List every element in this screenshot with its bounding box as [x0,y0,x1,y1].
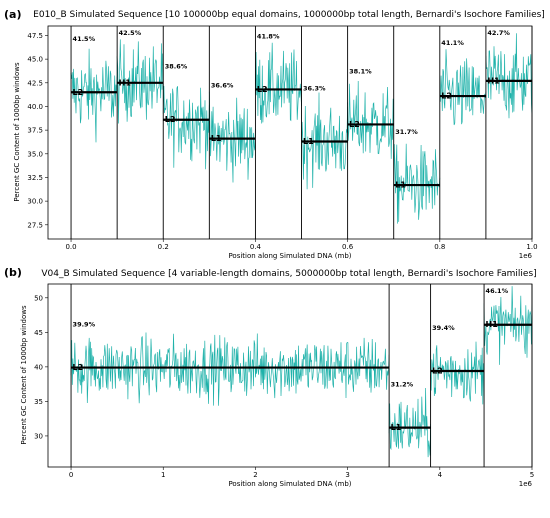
a-family-label-domain-3: L2 [165,115,176,124]
a-y-tick-label: 37.5 [27,127,43,135]
b-x-tick-label: 5 [530,471,534,479]
b-y-tick-label: 40 [34,363,43,371]
panel-b-x-ticks: 0 1 2 3 4 5 [69,467,534,479]
b-x-tick-label: 0 [69,471,73,479]
a-pct-label-domain-6: 36.3% [303,84,326,92]
b-family-label-domain-3: L2 [432,367,443,376]
panel-b-title: V04_B Simulated Sequence [4 variable-len… [41,269,536,279]
panel-b-x-scale: 1e6 [519,480,533,488]
a-series-line-domain-10 [485,33,533,119]
a-pct-label-domain-8: 31.7% [395,128,418,136]
a-pct-label-domain-4: 36.6% [211,82,234,90]
panel-a-plot-area: L2 41.5% H1 42.5% L2 38.6% L1 36.6% L2 41.8% L1 36.… [70,26,533,239]
panel-a-title: E010_B Simulated Sequence [10 100000bp e… [33,10,545,20]
a-pct-label-domain-9: 41.1% [441,39,464,47]
b-family-label-domain-4: H1 [486,320,499,329]
a-family-label-domain-8: L1 [395,181,406,190]
a-pct-label-domain-2: 42.5% [119,29,142,37]
b-pct-label-domain-2: 31.2% [391,381,414,389]
a-family-label-domain-4: L1 [211,134,222,143]
a-x-tick-label: 0.8 [434,243,445,251]
panel-b-label: (b) [4,266,22,279]
a-series-line-domain-2 [116,39,164,124]
a-family-label-domain-5: L2 [257,85,268,94]
panel-a-frame [47,25,533,240]
a-family-label-domain-7: L2 [349,120,360,129]
a-pct-label-domain-5: 41.8% [257,32,280,40]
b-series-line-domain-1 [70,332,390,406]
b-pct-label-domain-4: 46.1% [486,287,509,295]
a-y-tick-label: 35.0 [27,150,43,158]
b-pct-label-domain-3: 39.4% [432,324,455,332]
a-x-tick-label: 0.4 [250,243,262,251]
panel-a-x-scale: 1e6 [519,252,533,260]
panel-b-y-ticks: 30 35 40 45 50 [34,294,48,440]
a-series-line-domain-6 [301,92,348,190]
panel-a-label: (a) [4,8,21,21]
a-x-tick-label: 0.0 [65,243,76,251]
a-y-tick-label: 32.5 [27,174,43,182]
b-x-tick-label: 1 [161,471,165,479]
a-pct-label-domain-1: 41.5% [73,35,96,43]
a-family-label-domain-2: H1 [119,78,132,87]
panel-b-x-axis-label: Position along Simulated DNA (mb) [228,480,351,488]
panel-a-x-axis-label: Position along Simulated DNA (mb) [228,252,351,260]
b-x-tick-label: 2 [253,471,257,479]
a-series-line-domain-4 [208,91,256,183]
panel-b-chart: (b) V04_B Simulated Sequence [4 variable… [4,266,537,488]
panel-b-y-axis-label: Percent GC Content of 1000bp windows [20,305,28,445]
a-series-line-domain-3 [162,85,210,170]
a-y-tick-label: 45.0 [27,56,43,64]
b-y-tick-label: 35 [34,398,43,406]
a-series-line-domain-9 [439,49,487,126]
b-y-tick-label: 30 [34,432,43,440]
panel-a-y-ticks: 27.5 30.0 32.5 35.0 37.5 40.0 42.5 45.0 47.5 [27,32,48,229]
b-family-label-domain-1: L2 [73,363,84,372]
a-series-line-domain-5 [255,42,302,124]
a-x-tick-label: 0.6 [342,243,354,251]
a-x-tick-label: 0.2 [158,243,169,251]
a-series-line-domain-7 [347,80,395,159]
a-y-tick-label: 42.5 [27,79,43,87]
a-y-tick-label: 27.5 [27,221,43,229]
b-x-tick-label: 3 [345,471,349,479]
a-y-tick-label: 30.0 [27,198,43,206]
b-series-line-domain-3 [430,341,485,405]
a-pct-label-domain-7: 38.1% [349,67,372,75]
a-family-label-domain-6: L1 [303,137,314,146]
b-series-line-domain-2 [388,387,431,458]
a-family-label-domain-10: H1 [487,76,500,85]
panel-b-plot-area: L2 39.9% L1 31.2% L2 39.4% H1 46.1% [70,284,533,467]
a-pct-label-domain-10: 42.7% [487,29,510,37]
a-series-line-domain-1 [70,48,118,143]
b-x-tick-label: 4 [438,471,443,479]
a-y-tick-label: 47.5 [27,32,43,40]
panel-a-x-ticks: 0.0 0.2 0.4 0.6 0.8 1.0 [65,239,538,251]
panel-b-frame [47,283,533,468]
a-family-label-domain-1: L2 [73,88,84,97]
b-pct-label-domain-1: 39.9% [73,321,96,329]
a-pct-label-domain-3: 38.6% [165,63,188,71]
b-y-tick-label: 50 [34,294,43,302]
b-family-label-domain-2: L1 [391,423,402,432]
a-series-line-domain-8 [393,143,441,224]
a-family-label-domain-9: L2 [441,92,452,101]
a-y-tick-label: 40.0 [27,103,43,111]
a-x-tick-label: 1.0 [526,243,537,251]
panel-a-y-axis-label: Percent GC Content of 1000bp windows [13,62,21,202]
b-y-tick-label: 45 [34,329,43,337]
panel-a-chart: (a) E010_B Simulated Sequence [10 100000… [4,8,545,260]
b-series-line-domain-4 [483,286,533,365]
